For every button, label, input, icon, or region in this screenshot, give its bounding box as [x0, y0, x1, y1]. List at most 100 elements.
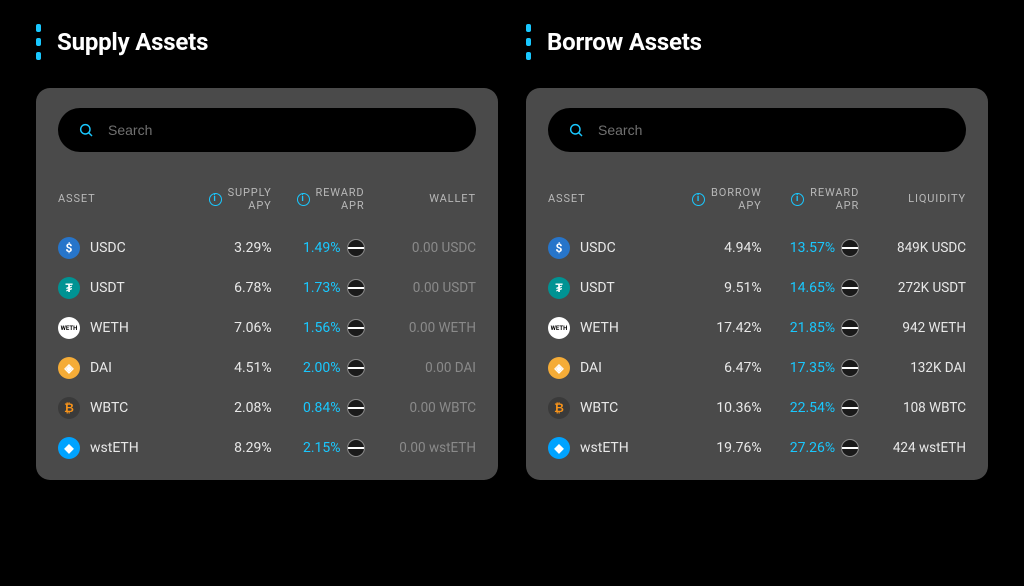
- table-row[interactable]: ◈ DAI 4.51% 2.00% 0.00 DAI: [58, 348, 476, 388]
- asset-cell: ◈ DAI: [58, 357, 188, 379]
- reward-badge-icon: [347, 359, 365, 377]
- borrow-title: Borrow Assets: [547, 28, 702, 56]
- borrow-searchbar[interactable]: [548, 108, 966, 152]
- supply-col-apy[interactable]: i SUPPLYAPY: [188, 186, 272, 212]
- asset-cell: ₿ WBTC: [58, 397, 188, 419]
- borrow-search-input[interactable]: [598, 122, 946, 138]
- liquidity-value: 132K DAI: [859, 360, 966, 376]
- wallet-balance: 0.00 wstETH: [365, 440, 476, 456]
- supply-rows: $ USDC 3.29% 1.49% 0.00 USDC ₮ USDT 6.78…: [58, 228, 476, 468]
- borrow-apy-value: 6.47%: [669, 360, 762, 376]
- token-icon: ₿: [58, 397, 80, 419]
- reward-badge-icon: [841, 439, 859, 457]
- reward-apr-cell: 1.56%: [272, 319, 365, 337]
- table-row[interactable]: WETH WETH 17.42% 21.85% 942 WETH: [548, 308, 966, 348]
- table-row[interactable]: $ USDC 3.29% 1.49% 0.00 USDC: [58, 228, 476, 268]
- token-icon: $: [548, 237, 570, 259]
- token-icon: WETH: [548, 317, 570, 339]
- asset-symbol: WETH: [580, 320, 619, 336]
- table-row[interactable]: ₮ USDT 9.51% 14.65% 272K USDT: [548, 268, 966, 308]
- supply-card: ASSET i SUPPLYAPY i REWARDAPR WALLET $ U…: [36, 88, 498, 480]
- reward-badge-icon: [347, 399, 365, 417]
- borrow-apy-value: 17.42%: [669, 320, 762, 336]
- table-row[interactable]: WETH WETH 7.06% 1.56% 0.00 WETH: [58, 308, 476, 348]
- table-row[interactable]: ₮ USDT 6.78% 1.73% 0.00 USDT: [58, 268, 476, 308]
- reward-apr-value: 27.26%: [790, 440, 835, 456]
- borrow-panel: Borrow Assets ASSET i BORROWAPY i REWARD…: [526, 16, 988, 480]
- supply-apy-value: 3.29%: [188, 240, 272, 256]
- asset-symbol: USDC: [580, 240, 616, 256]
- wallet-balance: 0.00 WBTC: [365, 400, 476, 416]
- table-row[interactable]: ₿ WBTC 10.36% 22.54% 108 WBTC: [548, 388, 966, 428]
- supply-header: Supply Assets: [36, 24, 498, 60]
- asset-symbol: WETH: [90, 320, 129, 336]
- table-row[interactable]: ◆ wstETH 8.29% 2.15% 0.00 wstETH: [58, 428, 476, 468]
- borrow-col-asset: ASSET: [548, 193, 669, 206]
- table-row[interactable]: ₿ WBTC 2.08% 0.84% 0.00 WBTC: [58, 388, 476, 428]
- borrow-col-apy[interactable]: i BORROWAPY: [669, 186, 762, 212]
- supply-col-asset: ASSET: [58, 193, 188, 206]
- wallet-balance: 0.00 DAI: [365, 360, 476, 376]
- table-row[interactable]: ◆ wstETH 19.76% 27.26% 424 wstETH: [548, 428, 966, 468]
- reward-apr-value: 21.85%: [790, 320, 835, 336]
- borrow-table-header: ASSET i BORROWAPY i REWARDAPR LIQUIDITY: [548, 182, 966, 228]
- asset-symbol: WBTC: [580, 400, 618, 416]
- reward-badge-icon: [347, 279, 365, 297]
- supply-col-reward[interactable]: i REWARDAPR: [272, 186, 365, 212]
- reward-badge-icon: [347, 239, 365, 257]
- reward-apr-value: 17.35%: [790, 360, 835, 376]
- asset-cell: $ USDC: [58, 237, 188, 259]
- supply-searchbar[interactable]: [58, 108, 476, 152]
- reward-apr-value: 1.56%: [303, 320, 341, 336]
- liquidity-value: 424 wstETH: [859, 440, 966, 456]
- wallet-balance: 0.00 USDC: [365, 240, 476, 256]
- borrow-col-liquidity: LIQUIDITY: [859, 193, 966, 206]
- accent-dots-icon: [526, 24, 531, 60]
- supply-apy-value: 8.29%: [188, 440, 272, 456]
- wallet-balance: 0.00 USDT: [365, 280, 476, 296]
- supply-apy-value: 2.08%: [188, 400, 272, 416]
- reward-badge-icon: [347, 319, 365, 337]
- reward-apr-value: 14.65%: [790, 280, 835, 296]
- liquidity-value: 108 WBTC: [859, 400, 966, 416]
- reward-apr-cell: 21.85%: [762, 319, 860, 337]
- asset-cell: $ USDC: [548, 237, 669, 259]
- reward-apr-cell: 13.57%: [762, 239, 860, 257]
- supply-title: Supply Assets: [57, 28, 208, 56]
- supply-panel: Supply Assets ASSET i SUPPLYAPY i REWARD…: [36, 16, 498, 480]
- asset-symbol: wstETH: [90, 440, 139, 456]
- token-icon: ◆: [548, 437, 570, 459]
- reward-apr-cell: 2.00%: [272, 359, 365, 377]
- supply-apy-value: 4.51%: [188, 360, 272, 376]
- reward-apr-cell: 2.15%: [272, 439, 365, 457]
- info-icon: i: [209, 193, 222, 206]
- asset-cell: WETH WETH: [548, 317, 669, 339]
- reward-apr-cell: 22.54%: [762, 399, 860, 417]
- asset-symbol: USDT: [580, 280, 615, 296]
- borrow-apy-value: 10.36%: [669, 400, 762, 416]
- reward-apr-cell: 1.73%: [272, 279, 365, 297]
- reward-apr-value: 2.00%: [303, 360, 341, 376]
- token-icon: ₮: [548, 277, 570, 299]
- asset-symbol: USDC: [90, 240, 126, 256]
- reward-apr-value: 1.73%: [303, 280, 341, 296]
- asset-symbol: DAI: [90, 360, 112, 376]
- borrow-apy-value: 9.51%: [669, 280, 762, 296]
- liquidity-value: 849K USDC: [859, 240, 966, 256]
- liquidity-value: 942 WETH: [859, 320, 966, 336]
- reward-apr-cell: 17.35%: [762, 359, 860, 377]
- info-icon: i: [692, 193, 705, 206]
- reward-badge-icon: [841, 399, 859, 417]
- token-icon: ₮: [58, 277, 80, 299]
- table-row[interactable]: ◈ DAI 6.47% 17.35% 132K DAI: [548, 348, 966, 388]
- table-row[interactable]: $ USDC 4.94% 13.57% 849K USDC: [548, 228, 966, 268]
- reward-badge-icon: [841, 319, 859, 337]
- reward-apr-value: 1.49%: [303, 240, 341, 256]
- token-icon: ₿: [548, 397, 570, 419]
- asset-symbol: WBTC: [90, 400, 128, 416]
- borrow-col-reward[interactable]: i REWARDAPR: [762, 186, 860, 212]
- asset-cell: ₿ WBTC: [548, 397, 669, 419]
- reward-badge-icon: [347, 439, 365, 457]
- supply-apy-value: 6.78%: [188, 280, 272, 296]
- supply-search-input[interactable]: [108, 122, 456, 138]
